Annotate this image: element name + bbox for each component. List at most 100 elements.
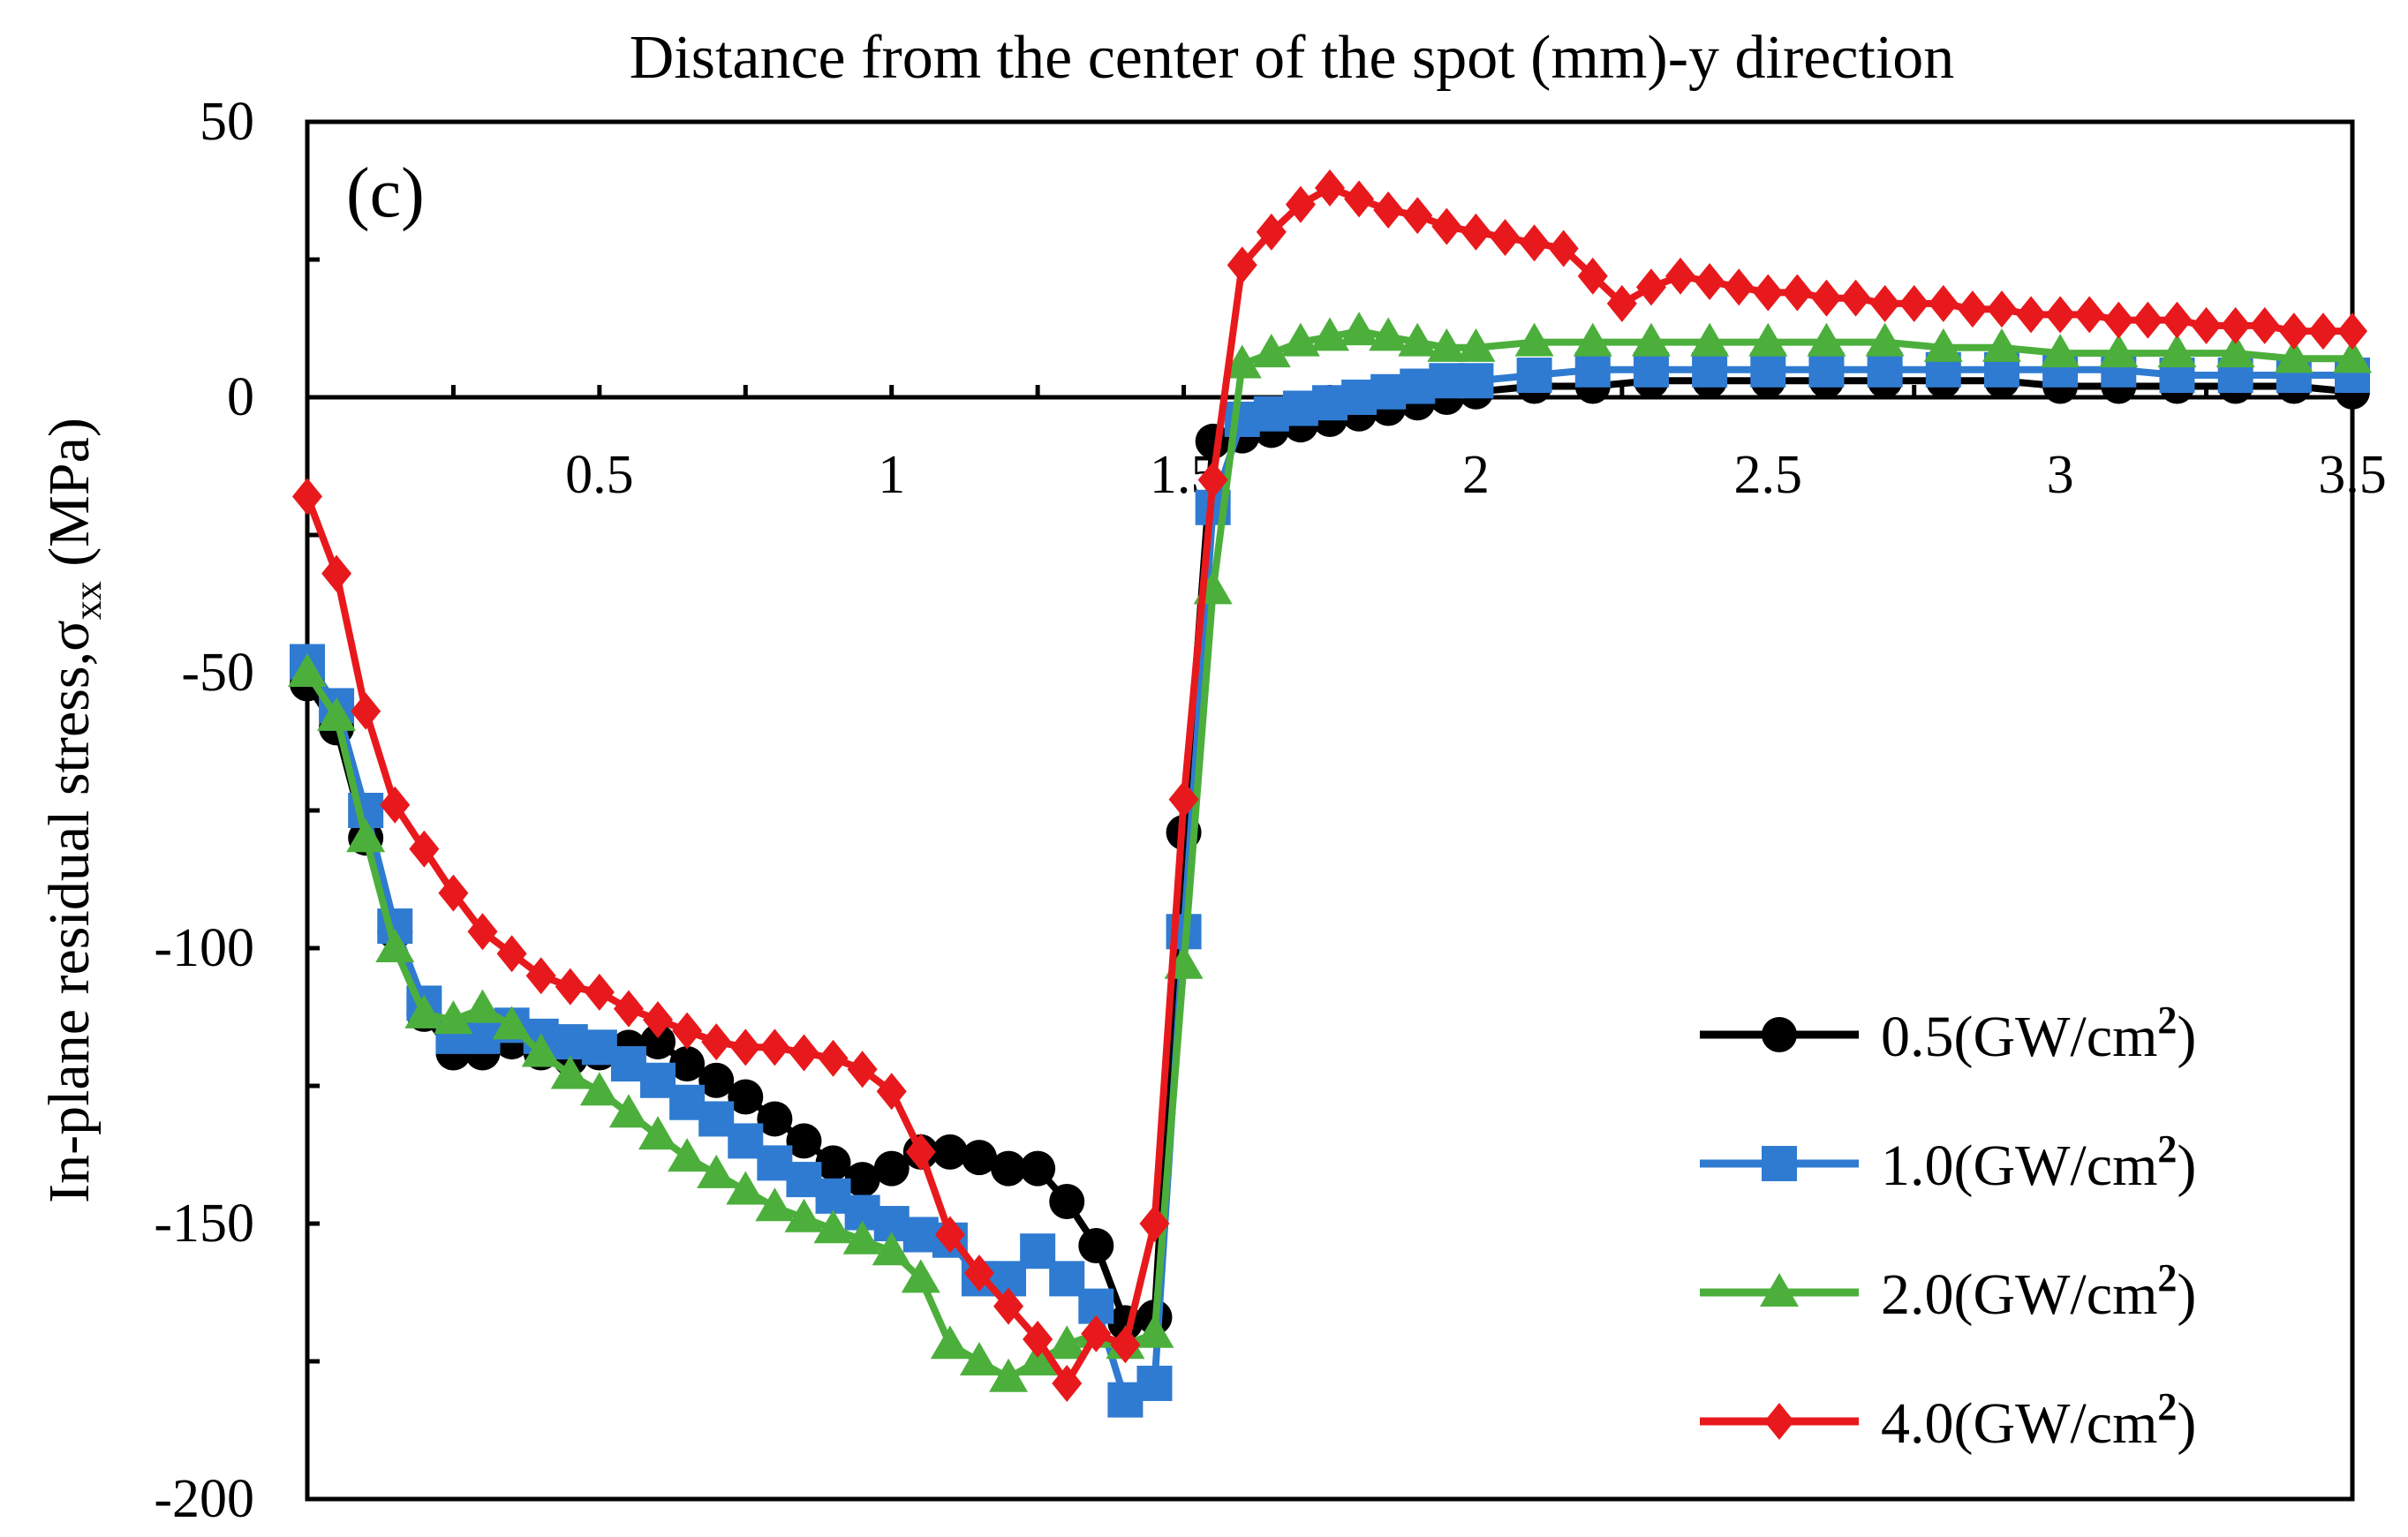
data-point <box>905 1133 936 1171</box>
data-point <box>409 830 440 868</box>
data-point <box>608 1094 648 1128</box>
data-point <box>698 1062 735 1098</box>
y-tick-label: 0 <box>227 367 254 427</box>
data-point <box>1431 207 1462 245</box>
data-point <box>1695 262 1725 300</box>
data-point <box>1811 279 1842 317</box>
y-tick-label: -150 <box>154 1194 254 1254</box>
x-tick-label: 1 <box>878 445 905 505</box>
data-point <box>1078 1227 1114 1263</box>
data-point <box>2157 334 2197 368</box>
data-point <box>755 1187 795 1222</box>
data-point <box>2278 313 2309 350</box>
legend-label: 1.0(GW/cm2) <box>1881 1127 2196 1198</box>
data-point <box>1986 290 2017 328</box>
data-point <box>1458 363 1494 399</box>
data-point <box>2216 334 2255 368</box>
x-tick-label: 2.5 <box>1734 445 1803 505</box>
legend-swatch-marker <box>1764 1403 1794 1440</box>
data-point <box>1750 351 1786 388</box>
data-point <box>1548 230 1579 267</box>
data-point <box>1782 274 1813 312</box>
data-point <box>1256 213 1287 251</box>
y-axis-label: In-plane residual stress,σxx (MPa) <box>37 418 109 1203</box>
legend: 0.5(GW/cm2) 1.0(GW/cm2) 2.0(GW/cm2) 4.0(GW/… <box>1700 998 2196 1456</box>
data-point <box>1018 1342 1058 1375</box>
data-point <box>640 1024 676 1060</box>
data-point <box>789 1034 819 1072</box>
data-point <box>672 1012 703 1050</box>
data-point <box>521 1033 561 1067</box>
data-point <box>668 1138 707 1172</box>
data-point <box>2016 296 2047 334</box>
data-point <box>2045 296 2076 334</box>
data-point <box>375 929 415 962</box>
chart-title: Distance from the center of the spot (mm… <box>630 24 1955 92</box>
data-point <box>555 968 585 1006</box>
series-triangle <box>288 312 2372 1392</box>
data-point <box>579 1072 619 1106</box>
data-point <box>813 1209 853 1244</box>
legend-label: 0.5(GW/cm2) <box>1881 998 2196 1069</box>
data-point <box>1456 328 1496 362</box>
data-point <box>1869 284 1900 322</box>
data-point <box>901 1259 940 1293</box>
data-point <box>1867 351 1903 388</box>
data-point <box>1631 322 1671 357</box>
legend-item: 1.0(GW/cm2) <box>1700 1127 2196 1198</box>
data-point <box>872 1232 911 1266</box>
data-point <box>2249 306 2280 344</box>
series-layer <box>288 169 2372 1418</box>
legend-item: 4.0(GW/cm2) <box>1700 1385 2196 1456</box>
data-point <box>757 1101 793 1137</box>
data-point <box>1136 1365 1173 1401</box>
data-point <box>2132 301 2163 339</box>
y-tick-label: 50 <box>200 92 254 152</box>
data-point <box>496 935 527 973</box>
data-point <box>2333 339 2372 373</box>
data-point <box>2099 334 2139 368</box>
y-axis-label-unit: (MPa) <box>37 418 102 581</box>
data-point <box>2041 334 2080 368</box>
data-point <box>2274 339 2314 373</box>
y-tick-label: -200 <box>154 1469 254 1529</box>
data-point <box>1807 322 1846 357</box>
data-point <box>1898 284 1929 322</box>
data-point <box>1398 322 1438 357</box>
data-point <box>1310 317 1349 351</box>
data-point <box>1753 274 1784 312</box>
legend-swatch-marker <box>1762 1146 1797 1181</box>
legend-item: 0.5(GW/cm2) <box>1700 998 2196 1069</box>
y-axis-label-main: In-plane residual stress,σ <box>37 620 102 1203</box>
panel-label: (c) <box>346 154 425 232</box>
data-point <box>1344 180 1375 218</box>
data-point <box>669 1046 706 1082</box>
data-point <box>2162 301 2193 339</box>
data-point <box>321 554 352 592</box>
data-point <box>1635 268 1666 306</box>
x-tick-label: 2 <box>1462 445 1490 505</box>
y-axis-label-subscript: xx <box>66 581 109 620</box>
data-point <box>1957 290 1988 328</box>
data-point <box>1516 358 1552 394</box>
data-point <box>584 973 615 1011</box>
data-point <box>1139 1205 1170 1242</box>
data-point <box>525 957 556 995</box>
data-point <box>726 1171 766 1205</box>
data-point <box>438 874 469 912</box>
data-point <box>1577 257 1608 295</box>
legend-label: 4.0(GW/cm2) <box>1881 1385 2196 1456</box>
y-axis-ticks: 50 0 -50 -100 -150 -200 <box>154 92 320 1529</box>
data-point <box>934 1216 965 1254</box>
data-point <box>317 697 357 731</box>
data-point <box>1748 322 1788 357</box>
data-point <box>1840 279 1871 317</box>
data-point <box>1052 1364 1083 1402</box>
data-point <box>550 1055 590 1089</box>
data-point <box>728 1079 764 1115</box>
data-point <box>1251 334 1291 368</box>
data-point <box>730 1028 761 1066</box>
data-point <box>959 1342 999 1375</box>
data-point <box>697 1154 736 1188</box>
data-point <box>1049 1184 1085 1220</box>
